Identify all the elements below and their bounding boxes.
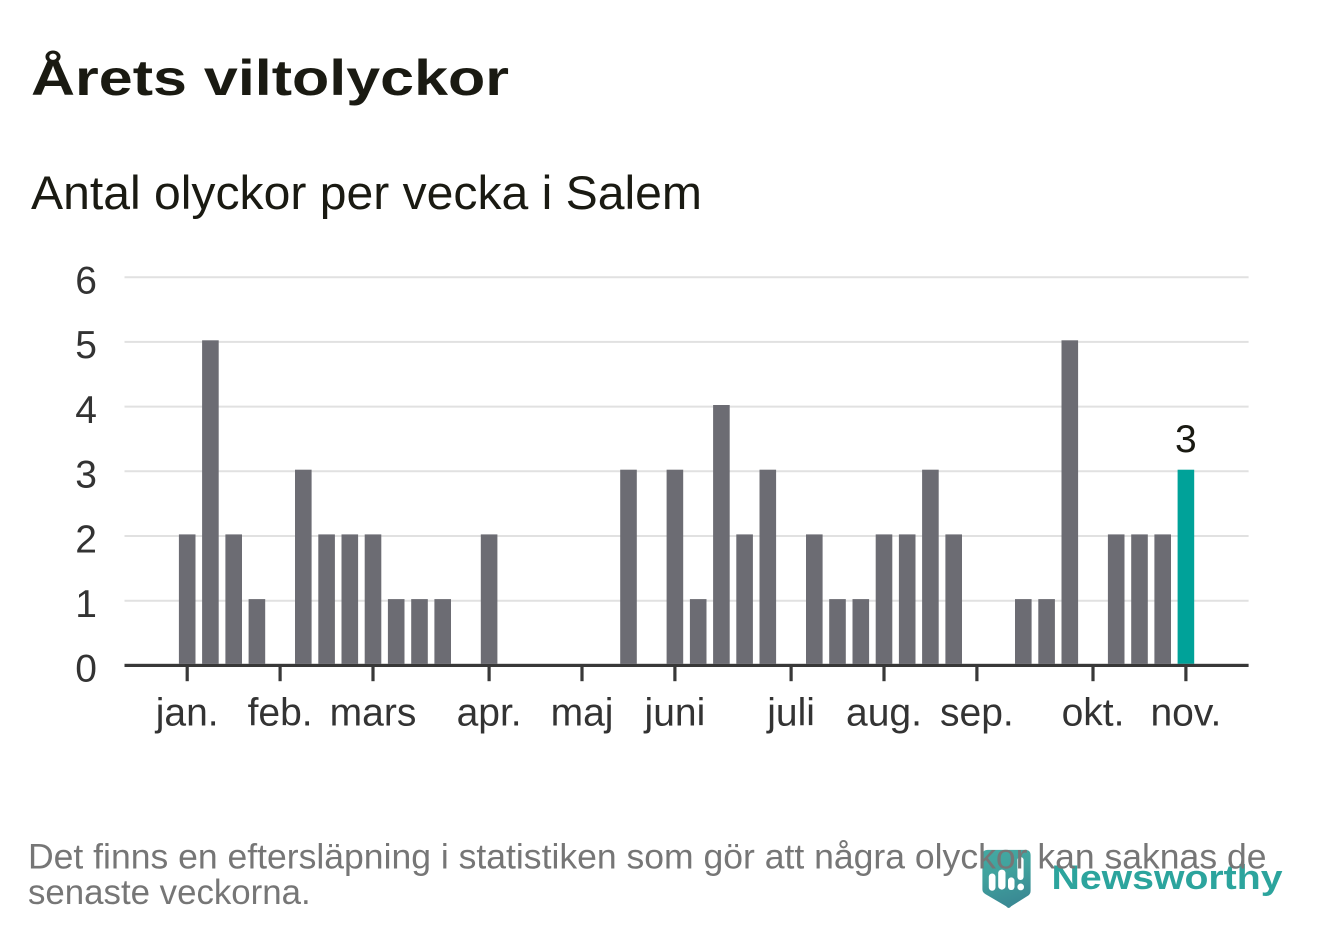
- svg-text:maj: maj: [551, 692, 614, 735]
- svg-text:juni: juni: [644, 692, 706, 735]
- svg-text:okt.: okt.: [1062, 692, 1125, 735]
- svg-text:Det finns en eftersläpning i s: Det finns en eftersläpning i statistiken…: [28, 837, 1267, 876]
- svg-text:2: 2: [75, 518, 97, 561]
- svg-text:apr.: apr.: [457, 692, 522, 735]
- svg-text:sep.: sep.: [940, 692, 1014, 735]
- svg-text:feb.: feb.: [248, 692, 313, 735]
- svg-text:0: 0: [75, 648, 97, 691]
- svg-text:3: 3: [75, 454, 97, 497]
- svg-text:mars: mars: [330, 692, 417, 735]
- svg-text:Newsworthy: Newsworthy: [1052, 859, 1283, 897]
- svg-text:Antal olyckor per vecka i Sale: Antal olyckor per vecka i Salem: [31, 166, 702, 219]
- svg-text:Årets viltolyckor: Årets viltolyckor: [31, 50, 509, 106]
- svg-text:5: 5: [75, 324, 97, 367]
- svg-text:4: 4: [75, 389, 97, 432]
- svg-text:nov.: nov.: [1150, 692, 1221, 735]
- svg-text:senaste veckorna.: senaste veckorna.: [28, 873, 311, 912]
- svg-text:juli: juli: [766, 692, 815, 735]
- svg-text:aug.: aug.: [846, 692, 922, 735]
- svg-text:1: 1: [75, 583, 97, 626]
- svg-text:3: 3: [1175, 418, 1197, 461]
- svg-text:jan.: jan.: [155, 692, 219, 735]
- svg-text:6: 6: [75, 260, 97, 303]
